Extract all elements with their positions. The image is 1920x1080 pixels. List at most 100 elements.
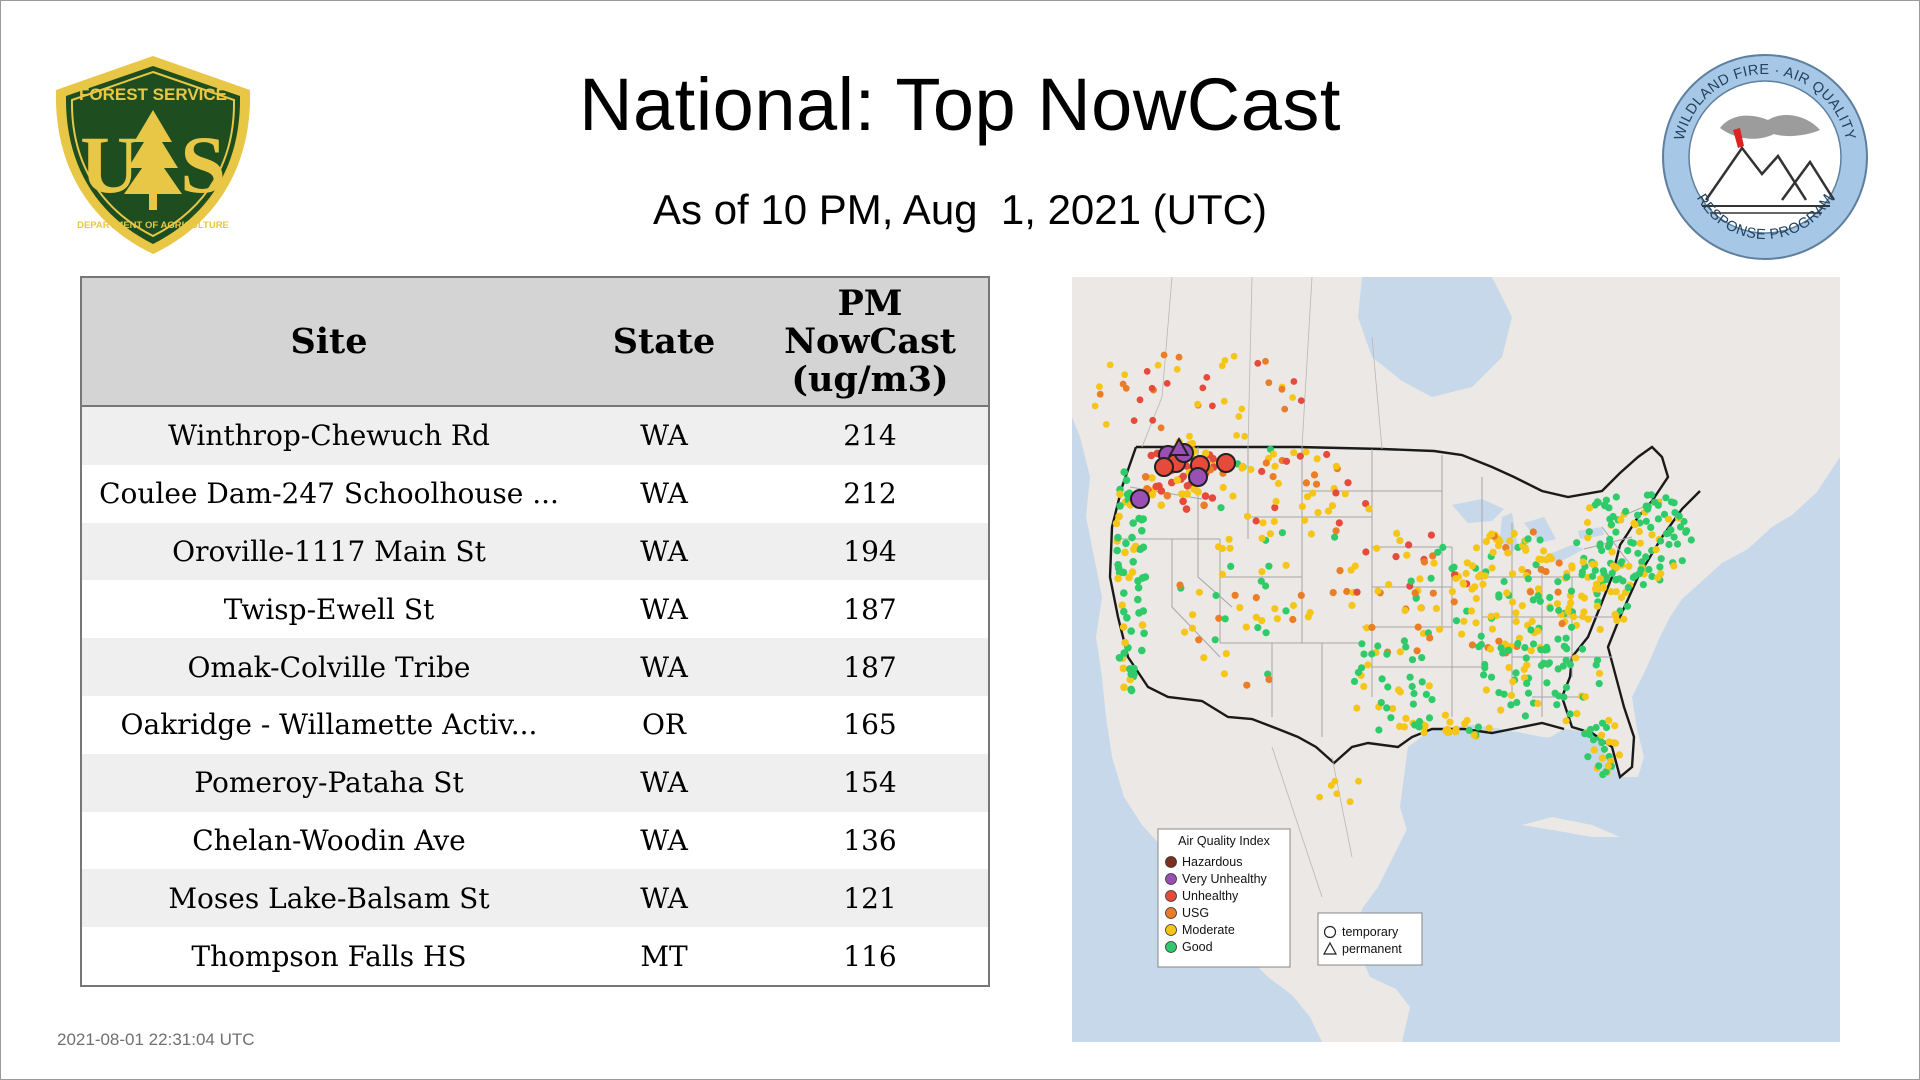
- monitor-site-dot: [1512, 609, 1520, 617]
- monitor-site-dot: [1264, 670, 1272, 678]
- monitor-site-dot: [1281, 405, 1289, 413]
- monitor-site-dot: [1364, 661, 1372, 669]
- monitor-site-dot: [1203, 374, 1211, 381]
- monitor-site-dot: [1394, 686, 1403, 694]
- monitor-site-dot: [1569, 613, 1577, 621]
- monitor-site-dot: [1512, 617, 1520, 626]
- monitor-site-dot: [1479, 580, 1487, 588]
- monitor-site-dot: [1233, 432, 1240, 439]
- monitor-site-dot: [1302, 479, 1310, 487]
- cell-state: WA: [576, 753, 752, 812]
- monitor-site-dot: [1112, 519, 1121, 528]
- monitor-site-dot: [1475, 643, 1483, 651]
- monitor-site-dot: [1313, 455, 1321, 463]
- page-title: National: Top NowCast: [579, 63, 1341, 146]
- monitor-site-dot: [1309, 489, 1317, 497]
- table-row: Oakridge - Willamette Activ... OR 165: [81, 695, 989, 754]
- monitor-site-dot: [1258, 617, 1266, 625]
- monitor-site-dot: [1227, 562, 1235, 570]
- monitor-site-dot: [1622, 507, 1630, 515]
- monitor-site-dot: [1188, 624, 1196, 632]
- monitor-site-dot: [1254, 359, 1262, 367]
- top-site-marker: [1216, 453, 1236, 473]
- monitor-site-dot: [1553, 600, 1561, 608]
- monitor-site-dot: [1163, 380, 1171, 387]
- monitor-site-dot: [1450, 563, 1458, 571]
- monitor-site-dot: [1585, 504, 1594, 512]
- monitor-site-dot: [1654, 501, 1662, 509]
- monitor-site-dot: [1353, 704, 1361, 712]
- monitor-site-dot: [1427, 574, 1435, 582]
- monitor-site-dot: [1592, 723, 1600, 732]
- monitor-site-dot: [1201, 492, 1210, 500]
- monitor-site-dot: [1441, 711, 1449, 719]
- top-site-triangle-marker: [1168, 436, 1190, 456]
- monitor-site-dot: [1563, 573, 1571, 581]
- us-border-north-east: [1136, 445, 1701, 780]
- monitor-site-dot: [1351, 562, 1359, 570]
- cell-site: Oroville-1117 Main St: [81, 522, 576, 581]
- monitor-site-dot: [1648, 572, 1656, 580]
- monitor-site-dot: [1120, 607, 1128, 616]
- monitor-site-dot: [1635, 527, 1643, 536]
- monitor-site-dot: [1521, 712, 1529, 720]
- monitor-site-dot: [1189, 611, 1197, 619]
- monitor-site-dot: [1475, 573, 1483, 581]
- monitor-site-dot: [1402, 714, 1410, 722]
- monitor-site-dot: [1344, 479, 1352, 487]
- monitor-site-dot: [1562, 717, 1570, 725]
- monitor-site-dot: [1282, 561, 1290, 569]
- monitor-site-dot: [1415, 723, 1423, 731]
- monitor-site-dot: [1332, 489, 1340, 497]
- monitor-site-dot: [1238, 405, 1246, 413]
- cell-value: 165: [752, 695, 989, 754]
- monitor-site-dot: [1578, 645, 1587, 653]
- monitor-site-dot: [1252, 613, 1260, 621]
- monitor-site-dot: [1134, 595, 1142, 604]
- monitor-site-dot: [1120, 649, 1128, 657]
- monitor-site-dot: [1273, 615, 1281, 623]
- monitor-site-dot: [1096, 383, 1103, 391]
- monitor-site-dot: [1529, 528, 1537, 536]
- monitor-site-dot: [1130, 417, 1138, 424]
- monitor-site-dot: [1602, 768, 1610, 776]
- monitor-site-dot: [1393, 529, 1401, 537]
- monitor-site-dot: [1225, 535, 1233, 543]
- monitor-site-dot: [1119, 664, 1128, 673]
- monitor-site-dot: [1564, 607, 1572, 615]
- monitor-site-dot: [1579, 558, 1587, 566]
- monitor-site-dot: [1648, 531, 1656, 539]
- monitor-site-dot: [1140, 629, 1148, 638]
- monitor-site-dot: [1488, 625, 1496, 633]
- monitor-site-dot: [1316, 793, 1323, 801]
- monitor-site-dot: [1420, 558, 1428, 566]
- forest-service-shield-icon: FOREST SERVICE U S DEPARTMENT OF AGRICUL…: [50, 52, 256, 258]
- monitor-site-dot: [1647, 523, 1655, 531]
- monitor-site-dot: [1465, 726, 1473, 734]
- monitor-site-dot: [1157, 424, 1165, 432]
- monitor-site-dot: [1536, 597, 1544, 605]
- cell-state: WA: [576, 638, 752, 696]
- monitor-site-dot: [1560, 693, 1568, 701]
- monitor-site-dot: [1600, 745, 1608, 753]
- monitor-site-dot: [1637, 566, 1645, 574]
- monitor-site-dot: [1535, 555, 1543, 563]
- monitor-site-dot: [1127, 685, 1135, 694]
- monitor-site-dot: [1434, 548, 1442, 556]
- monitor-site-dot: [1418, 678, 1426, 686]
- monitor-site-dot: [1113, 546, 1121, 555]
- monitor-site-dot: [1218, 362, 1226, 370]
- column-header-pm-line-1: PM: [837, 282, 903, 324]
- monitor-site-dot: [1673, 540, 1682, 548]
- monitor-site-dot: [1426, 634, 1434, 642]
- legend-swatch-very-unhealthy: [1165, 873, 1177, 885]
- monitor-site-dot: [1258, 467, 1266, 475]
- monitor-site-dot: [1368, 650, 1376, 658]
- monitor-site-dot: [1462, 569, 1470, 578]
- monitor-site-dot: [1585, 528, 1593, 536]
- monitor-site-dot: [1427, 531, 1435, 539]
- monitor-site-dot: [1374, 587, 1382, 595]
- monitor-site-dot: [1554, 578, 1562, 586]
- monitor-site-dot: [1586, 725, 1594, 734]
- cell-state: WA: [576, 811, 752, 870]
